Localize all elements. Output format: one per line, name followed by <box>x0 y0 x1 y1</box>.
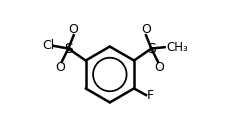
Text: S: S <box>147 41 156 56</box>
Text: O: O <box>55 61 65 74</box>
Text: F: F <box>146 89 153 102</box>
Text: CH₃: CH₃ <box>167 41 188 54</box>
Text: O: O <box>69 23 79 36</box>
Text: O: O <box>141 23 151 36</box>
Text: S: S <box>64 41 73 56</box>
Text: O: O <box>154 61 164 74</box>
Text: Cl: Cl <box>42 39 54 52</box>
